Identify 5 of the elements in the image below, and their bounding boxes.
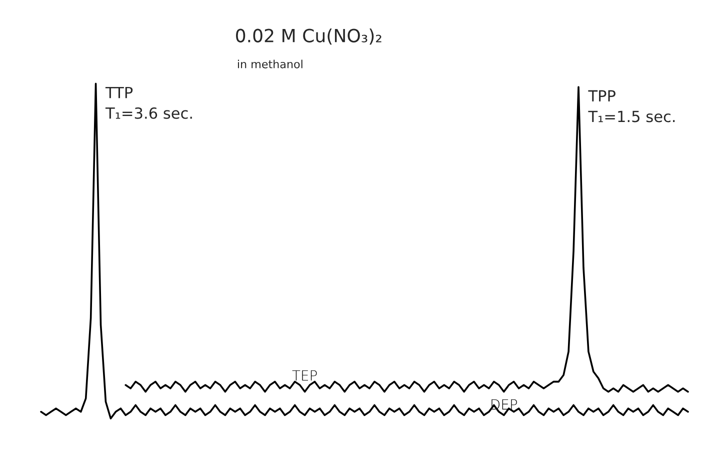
chart-subtitle: in methanol <box>238 60 302 68</box>
annotation: TTP T₁=3.6 sec. <box>105 86 192 119</box>
series-label: TEP <box>292 370 317 380</box>
annotation: TPP T₁=1.5 sec. <box>588 90 675 122</box>
chart-title: 0.02 M Cu(NO₃)₂ <box>236 28 382 45</box>
